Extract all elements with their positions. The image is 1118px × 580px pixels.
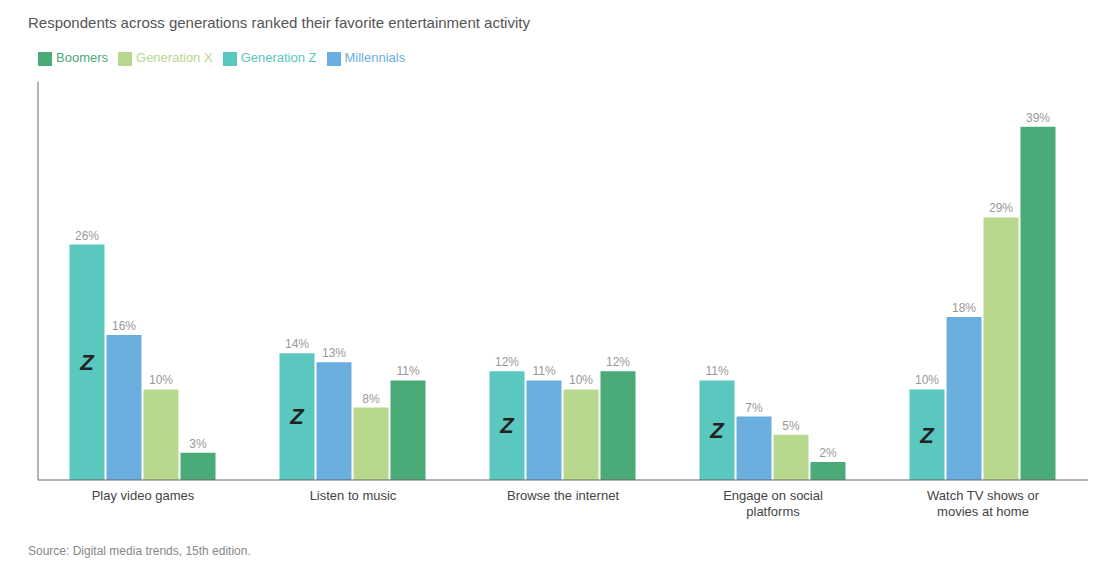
svg-text:Watch TV shows ormovies at hom: Watch TV shows ormovies at home	[927, 488, 1040, 519]
svg-text:Play video games: Play video games	[92, 488, 195, 503]
svg-text:Z: Z	[709, 418, 725, 443]
svg-text:12%: 12%	[606, 355, 630, 369]
svg-text:3%: 3%	[189, 437, 207, 451]
svg-text:18%: 18%	[952, 301, 976, 315]
html-text:Millennials: Millennials	[344, 50, 406, 65]
svg-text:7%: 7%	[745, 401, 763, 415]
svg-text:10%: 10%	[569, 373, 593, 387]
svg-text:11%: 11%	[705, 364, 728, 378]
svg-text:10%: 10%	[149, 373, 173, 387]
svg-text:5%: 5%	[782, 419, 800, 433]
svg-text:12%: 12%	[495, 355, 519, 369]
svg-text:Listen to music: Listen to music	[310, 488, 397, 503]
html-text:Source: Digital media trends,: Source: Digital media trends, 15th editi…	[28, 544, 251, 558]
svg-text:14%: 14%	[285, 337, 309, 351]
html-text:Respondents across generations: Respondents across generations ranked th…	[28, 14, 530, 31]
svg-text:2%: 2%	[819, 446, 837, 460]
svg-text:8%: 8%	[362, 392, 380, 406]
svg-text:Browse the internet: Browse the internet	[507, 488, 619, 503]
svg-text:29%: 29%	[989, 201, 1013, 215]
svg-text:13%: 13%	[322, 346, 346, 360]
svg-text:Z: Z	[289, 404, 305, 429]
svg-text:Z: Z	[919, 423, 935, 448]
svg-text:39%: 39%	[1026, 111, 1050, 125]
svg-text:Z: Z	[79, 350, 95, 375]
svg-text:Engage on socialplatforms: Engage on socialplatforms	[723, 488, 823, 519]
svg-text:11%: 11%	[396, 364, 419, 378]
svg-text:26%: 26%	[75, 229, 99, 243]
html-text:Generation Z: Generation Z	[240, 50, 317, 65]
html-text:Generation X: Generation X	[136, 50, 213, 65]
svg-text:10%: 10%	[915, 373, 939, 387]
svg-text:Z: Z	[499, 413, 515, 438]
svg-text:11%: 11%	[532, 364, 555, 378]
svg-text:16%: 16%	[112, 319, 136, 333]
html-text:Boomers: Boomers	[56, 50, 108, 65]
